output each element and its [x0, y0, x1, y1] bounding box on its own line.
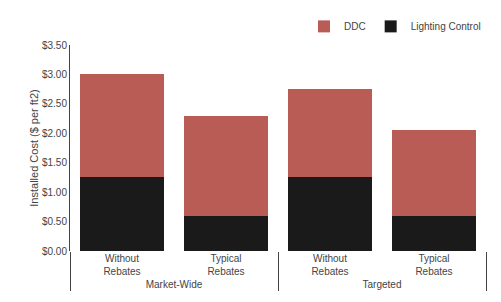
svg-text:Market-Wide: Market-Wide: [146, 279, 203, 290]
svg-text:TypicalRebates: TypicalRebates: [207, 253, 244, 277]
svg-text:$3.50: $3.50: [42, 40, 67, 51]
svg-text:$1.50: $1.50: [42, 157, 67, 168]
svg-text:$1.00: $1.00: [42, 187, 67, 198]
svg-text:Targeted: Targeted: [363, 279, 402, 290]
svg-text:Lighting Control: Lighting Control: [411, 21, 481, 32]
svg-text:DDC: DDC: [344, 21, 366, 32]
svg-text:Installed Cost ($ per ft2): Installed Cost ($ per ft2): [28, 89, 40, 206]
svg-text:$2.50: $2.50: [42, 98, 67, 109]
svg-text:$0.00: $0.00: [42, 246, 67, 257]
svg-text:$0.50: $0.50: [42, 216, 67, 227]
svg-text:TypicalRebates: TypicalRebates: [415, 253, 452, 277]
svg-text:$3.00: $3.00: [42, 69, 67, 80]
svg-text:WithoutRebates: WithoutRebates: [103, 253, 140, 277]
svg-text:$2.00: $2.00: [42, 128, 67, 139]
svg-text:WithoutRebates: WithoutRebates: [311, 253, 348, 277]
